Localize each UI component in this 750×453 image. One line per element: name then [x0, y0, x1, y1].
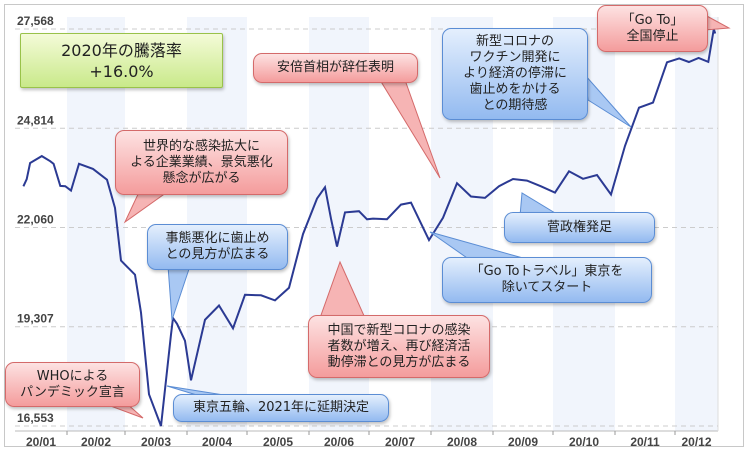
- callout-halt-expectation: 事態悪化に歯止め との見方が広まる: [147, 224, 288, 270]
- callout-text-line: 新型コロナの: [475, 34, 554, 49]
- callout-text-line: 懸念が広がる: [162, 170, 241, 186]
- callout-text-line: 「Go Toトラベル」東京を: [470, 264, 624, 279]
- callout-text-line: 東京五輪、2021年に延期決定: [192, 400, 370, 415]
- callout-text-line: パンデミック宣言: [20, 384, 125, 400]
- callout-text-line: 動停滞との見方が広まる: [327, 354, 471, 370]
- callout-text-line: との期待感: [482, 98, 548, 113]
- chart-frame: [4, 4, 744, 447]
- x-tick-label: 20/03: [141, 435, 171, 449]
- callout-vaccine-hope: 新型コロナの ワクチン開発に より経済の停滞に 歯止めをかける との期待感: [442, 28, 588, 120]
- callout-text-line: 除いてスタート: [501, 280, 593, 295]
- callout-text-line: 中国で新型コロナの感染: [327, 322, 471, 338]
- x-tick-label: 20/09: [508, 435, 538, 449]
- callout-text-line: WHOによる: [36, 368, 109, 384]
- x-tick-label: 20/07: [385, 435, 415, 449]
- callout-text-line: 菅政権発足: [546, 219, 612, 235]
- y-tick-label: 19,307: [17, 312, 54, 326]
- callout-text-line: 者数が増え、再び経済活: [327, 338, 471, 354]
- callout-global-infection: 世界的な感染拡大に よる企業業績、景気悪化 懸念が広がる: [115, 130, 288, 195]
- callout-text-line: ワクチン開発に: [469, 50, 561, 65]
- y-tick-label: 27,568: [17, 14, 54, 28]
- x-tick-label: 20/05: [263, 435, 293, 449]
- callout-text-line: 安倍首相が辞任表明: [276, 60, 394, 75]
- callout-tail: [167, 265, 191, 321]
- x-tick-label: 20/01: [26, 435, 56, 449]
- x-tick-label: 20/11: [630, 435, 660, 449]
- callout-text-line: 「Go To」: [621, 12, 684, 28]
- callout-abe-resign: 安倍首相が辞任表明: [253, 53, 418, 83]
- x-tick-label: 20/10: [569, 435, 599, 449]
- callout-olympics-postponed: 東京五輪、2021年に延期決定: [173, 394, 389, 422]
- callout-text-line: 全国停止: [626, 28, 679, 44]
- callout-suga-cabinet: 菅政権発足: [504, 212, 655, 243]
- callout-text-line: よる企業業績、景気悪化: [130, 154, 273, 170]
- callout-china-infection: 中国で新型コロナの感染 者数が増え、再び経済活 動停滞との見方が広まる: [308, 315, 490, 378]
- x-tick-label: 20/08: [447, 435, 477, 449]
- annual-change-label: 2020年の騰落率: [61, 40, 182, 60]
- x-tick-label: 20/04: [202, 435, 232, 449]
- y-tick-label: 24,814: [17, 113, 54, 127]
- callout-goto-stop: 「Go To」 全国停止: [597, 5, 708, 52]
- annual-change-box: 2020年の騰落率 +16.0%: [20, 33, 223, 88]
- y-tick-label: 16,553: [17, 411, 54, 425]
- callout-text-line: より経済の停滞に: [463, 66, 567, 81]
- callout-goto-travel-start: 「Go Toトラベル」東京を 除いてスタート: [442, 257, 652, 303]
- series-line: [22, 28, 717, 427]
- callout-text-line: 事態悪化に歯止め: [165, 231, 270, 246]
- callout-text-line: 歯止めをかける: [469, 82, 561, 97]
- callout-text-line: 世界的な感染拡大に: [142, 138, 260, 154]
- callout-who-pandemic: WHOによる パンデミック宣言: [5, 362, 140, 407]
- x-tick-label: 20/02: [81, 435, 111, 449]
- callout-text-line: との見方が広まる: [165, 247, 270, 262]
- y-tick-label: 22,060: [17, 213, 54, 227]
- month-band: [675, 17, 718, 431]
- x-tick-label: 20/12: [681, 435, 711, 449]
- annual-change-value: +16.0%: [89, 61, 154, 81]
- x-tick-label: 20/06: [324, 435, 354, 449]
